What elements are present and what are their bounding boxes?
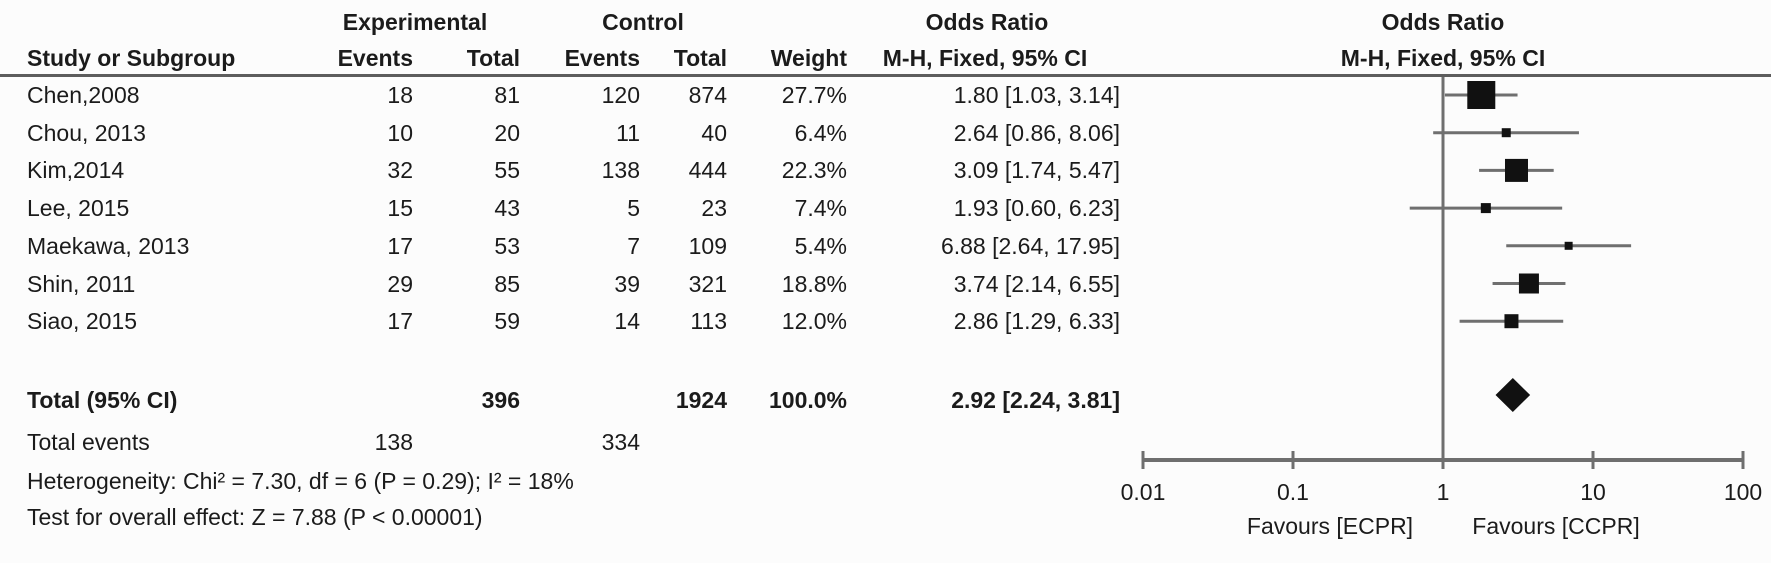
study-weight: 18.8% xyxy=(781,270,847,297)
header-mh-fixed-ci-right: M-H, Fixed, 95% CI xyxy=(1340,45,1546,71)
study-exp-total: 43 xyxy=(494,195,520,222)
study-exp-events: 17 xyxy=(387,308,413,335)
total-events-label: Total events xyxy=(27,429,150,455)
axis-tick-label: 1 xyxy=(1436,479,1450,505)
heterogeneity-text: Heterogeneity: Chi² = 7.30, df = 6 (P = … xyxy=(27,468,574,494)
header-events-control: Events xyxy=(564,45,640,71)
study-ctl-events: 11 xyxy=(616,119,640,146)
study-ctl-events: 39 xyxy=(614,270,640,297)
axis-tick-label: 0.1 xyxy=(1277,479,1309,505)
or-point-marker xyxy=(1504,314,1519,329)
header-weight: Weight xyxy=(770,45,847,71)
study-name: Chen,2008 xyxy=(27,82,140,108)
or-point-marker xyxy=(1518,273,1539,294)
total-events-control: 334 xyxy=(601,429,640,455)
study-exp-events: 32 xyxy=(387,157,413,184)
total-weight: 100.0% xyxy=(768,387,847,413)
study-ctl-total: 444 xyxy=(688,157,727,184)
study-exp-total: 53 xyxy=(494,232,520,259)
study-weight: 12.0% xyxy=(781,308,847,335)
favours-right-label: Favours [CCPR] xyxy=(1472,513,1640,539)
header-total-control: Total xyxy=(673,45,727,71)
header-study-or-subgroup: Study or Subgroup xyxy=(27,45,236,71)
or-point-marker xyxy=(1480,203,1491,214)
total-row-label: Total (95% CI) xyxy=(27,387,178,413)
header-mh-fixed-ci-left: M-H, Fixed, 95% CI xyxy=(882,45,1088,71)
study-name: Shin, 2011 xyxy=(27,270,136,297)
study-weight: 5.4% xyxy=(794,232,847,259)
study-name: Chou, 2013 xyxy=(27,119,146,146)
study-exp-total: 59 xyxy=(494,308,520,335)
header-total-experimental: Total xyxy=(466,45,520,71)
study-or-ci-label: 3.09 [1.74, 5.47] xyxy=(953,157,1120,184)
study-exp-total: 55 xyxy=(494,157,520,184)
study-weight: 27.7% xyxy=(781,82,847,108)
study-ctl-events: 14 xyxy=(614,308,640,335)
study-ctl-events: 120 xyxy=(601,82,640,108)
study-name: Siao, 2015 xyxy=(27,308,137,335)
study-ctl-events: 7 xyxy=(627,232,640,259)
study-exp-total: 85 xyxy=(494,270,520,297)
overall-effect-text: Test for overall effect: Z = 7.88 (P < 0… xyxy=(27,504,483,530)
study-exp-events: 10 xyxy=(387,119,413,146)
header-rule xyxy=(0,74,1771,77)
study-ctl-total: 874 xyxy=(688,82,727,108)
study-name: Maekawa, 2013 xyxy=(27,232,190,259)
study-or-ci-label: 6.88 [2.64, 17.95] xyxy=(940,232,1120,259)
study-weight: 22.3% xyxy=(781,157,847,184)
study-ctl-total: 40 xyxy=(701,119,727,146)
axis-tick-label: 0.01 xyxy=(1120,479,1166,505)
study-exp-events: 29 xyxy=(387,270,413,297)
total-diamond xyxy=(1495,378,1531,412)
header-odds-ratio-right: Odds Ratio xyxy=(1381,9,1505,35)
or-point-marker xyxy=(1504,158,1528,182)
study-ctl-total: 23 xyxy=(701,195,727,222)
study-name: Lee, 2015 xyxy=(27,195,130,222)
study-ctl-events: 138 xyxy=(601,157,640,184)
study-exp-events: 15 xyxy=(387,195,413,222)
or-point-marker xyxy=(1501,128,1511,138)
total-ctl-total: 1924 xyxy=(675,387,727,413)
study-or-ci-label: 2.64 [0.86, 8.06] xyxy=(953,119,1120,146)
study-ctl-total: 321 xyxy=(688,270,727,297)
study-ctl-total: 113 xyxy=(690,308,727,335)
study-weight: 6.4% xyxy=(794,119,847,146)
study-exp-total: 81 xyxy=(494,82,520,108)
study-or-ci-label: 1.93 [0.60, 6.23] xyxy=(953,195,1120,222)
total-exp-total: 396 xyxy=(481,387,520,413)
study-weight: 7.4% xyxy=(794,195,847,222)
study-exp-events: 18 xyxy=(387,82,413,108)
axis-tick-label: 10 xyxy=(1580,479,1606,505)
study-exp-events: 17 xyxy=(387,232,413,259)
or-point-marker xyxy=(1564,241,1573,250)
header-events-experimental: Events xyxy=(337,45,413,71)
study-or-ci-label: 3.74 [2.14, 6.55] xyxy=(953,270,1120,297)
study-or-ci-label: 1.80 [1.03, 3.14] xyxy=(953,82,1120,108)
study-or-ci-label: 2.86 [1.29, 6.33] xyxy=(953,308,1120,335)
or-point-marker xyxy=(1467,81,1496,109)
study-ctl-total: 109 xyxy=(688,232,727,259)
total-or-ci-label: 2.92 [2.24, 3.81] xyxy=(951,387,1120,413)
study-exp-total: 20 xyxy=(494,119,520,146)
header-experimental-group: Experimental xyxy=(342,9,488,35)
study-name: Kim,2014 xyxy=(27,157,125,184)
header-odds-ratio-left: Odds Ratio xyxy=(925,9,1049,35)
study-ctl-events: 5 xyxy=(627,195,640,222)
total-events-experimental: 138 xyxy=(374,429,413,455)
favours-left-label: Favours [ECPR] xyxy=(1246,513,1414,539)
header-control-group: Control xyxy=(602,9,684,35)
axis-tick-label: 100 xyxy=(1723,479,1763,505)
